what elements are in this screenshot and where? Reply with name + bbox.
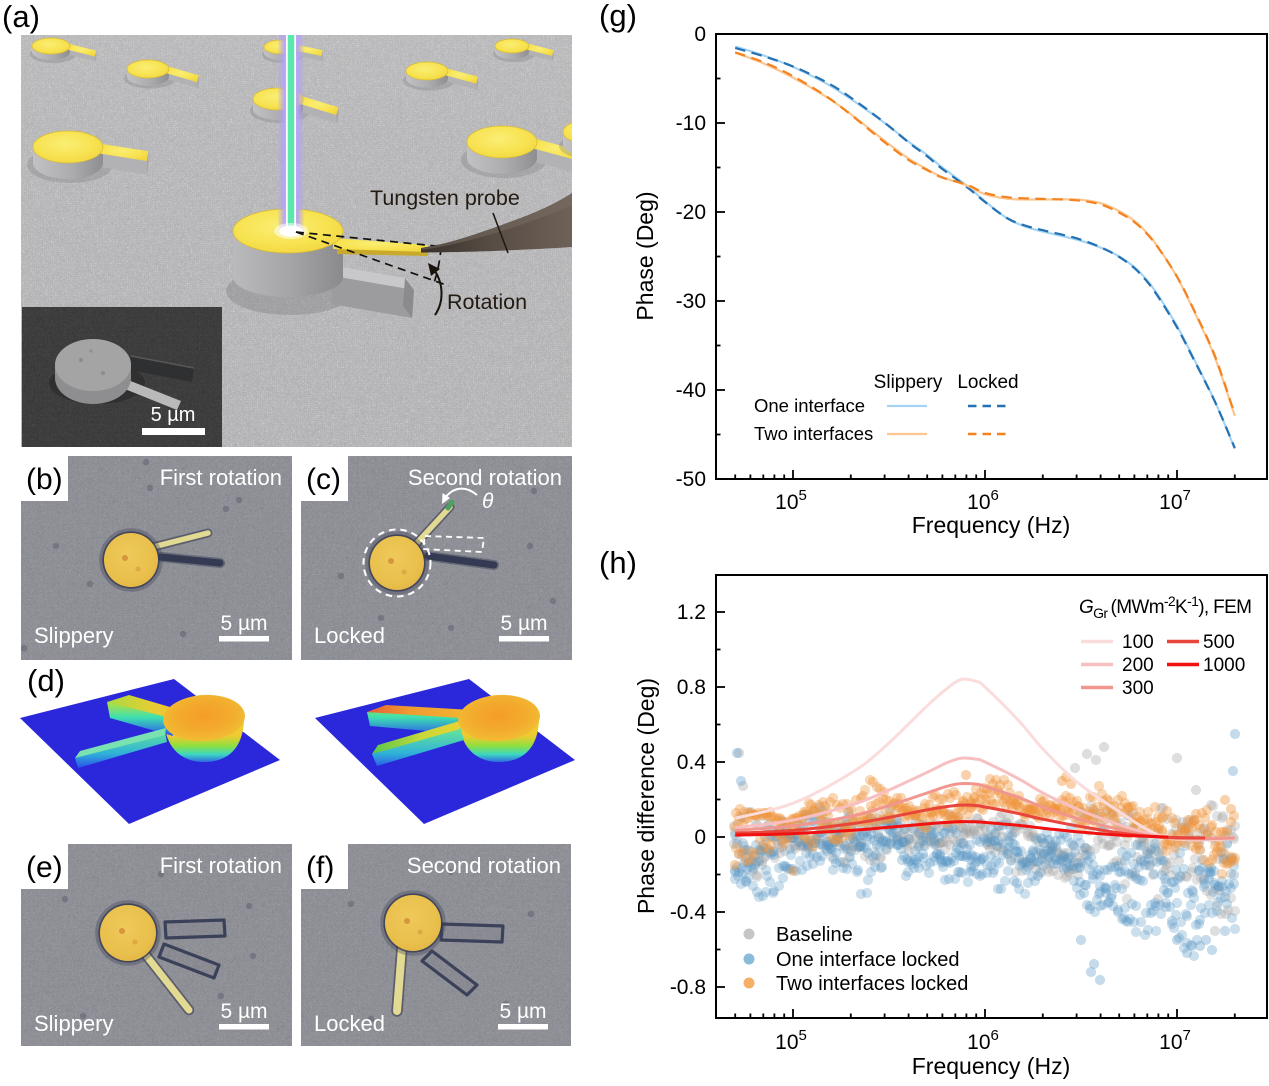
svg-text:Tungsten probe: Tungsten probe	[370, 186, 520, 210]
svg-text:Phase difference (Deg): Phase difference (Deg)	[633, 678, 659, 914]
svg-text:300: 300	[1122, 678, 1154, 699]
svg-text:1000: 1000	[1203, 655, 1245, 676]
svg-text:5 µm: 5 µm	[220, 612, 267, 635]
svg-text:200: 200	[1122, 655, 1154, 676]
svg-text:Two interfaces locked: Two interfaces locked	[776, 973, 968, 995]
svg-text:-0.8: -0.8	[670, 976, 706, 999]
svg-text:100: 100	[1122, 632, 1154, 653]
svg-text:-0.4: -0.4	[670, 901, 707, 924]
svg-text:GGr (MWm-2K-1), FEM: GGr (MWm-2K-1), FEM	[1079, 593, 1251, 621]
svg-text:One interface locked: One interface locked	[776, 949, 959, 971]
svg-text:One interface: One interface	[754, 395, 865, 416]
svg-text:Second rotation: Second rotation	[408, 465, 562, 490]
svg-text:-30: -30	[676, 290, 706, 313]
svg-text:(f): (f)	[306, 851, 334, 884]
svg-text:107: 107	[1159, 487, 1191, 514]
svg-text:Rotation: Rotation	[447, 290, 527, 314]
svg-text:(b): (b)	[26, 463, 63, 496]
svg-text:500: 500	[1203, 632, 1235, 653]
svg-text:0: 0	[694, 23, 706, 46]
svg-text:-10: -10	[676, 112, 706, 135]
svg-text:5 µm: 5 µm	[151, 404, 196, 426]
svg-text:-40: -40	[676, 379, 706, 402]
svg-text:5 µm: 5 µm	[500, 612, 547, 635]
svg-text:Frequency (Hz): Frequency (Hz)	[912, 1053, 1070, 1079]
svg-text:1.2: 1.2	[677, 601, 706, 624]
svg-text:0.4: 0.4	[677, 751, 707, 774]
svg-text:Second rotation: Second rotation	[407, 853, 561, 878]
svg-text:5 µm: 5 µm	[499, 1000, 546, 1023]
svg-text:Locked: Locked	[957, 372, 1018, 393]
svg-text:Slippery: Slippery	[34, 623, 113, 648]
svg-text:0.8: 0.8	[677, 676, 706, 699]
svg-text:0: 0	[694, 826, 706, 849]
svg-text:Frequency (Hz): Frequency (Hz)	[912, 512, 1070, 538]
svg-text:-20: -20	[676, 201, 706, 224]
svg-text:105: 105	[775, 1027, 807, 1054]
svg-text:Slippery: Slippery	[874, 372, 943, 393]
svg-text:Slippery: Slippery	[34, 1011, 113, 1036]
svg-text:106: 106	[967, 487, 999, 514]
svg-text:(c): (c)	[306, 463, 341, 496]
svg-text:First rotation: First rotation	[160, 465, 282, 490]
svg-text:107: 107	[1159, 1027, 1191, 1054]
svg-text:Phase (Deg): Phase (Deg)	[632, 191, 658, 320]
svg-text:Locked: Locked	[314, 1011, 385, 1036]
svg-text:106: 106	[967, 1027, 999, 1054]
svg-text:5 µm: 5 µm	[220, 1000, 267, 1023]
svg-text:105: 105	[775, 487, 807, 514]
svg-text:θ: θ	[482, 490, 494, 513]
svg-text:Locked: Locked	[314, 623, 385, 648]
svg-text:Baseline: Baseline	[776, 924, 853, 946]
svg-text:(e): (e)	[26, 851, 63, 884]
svg-text:-50: -50	[676, 468, 706, 491]
svg-text:First rotation: First rotation	[160, 853, 282, 878]
svg-text:Two interfaces: Two interfaces	[754, 423, 873, 444]
